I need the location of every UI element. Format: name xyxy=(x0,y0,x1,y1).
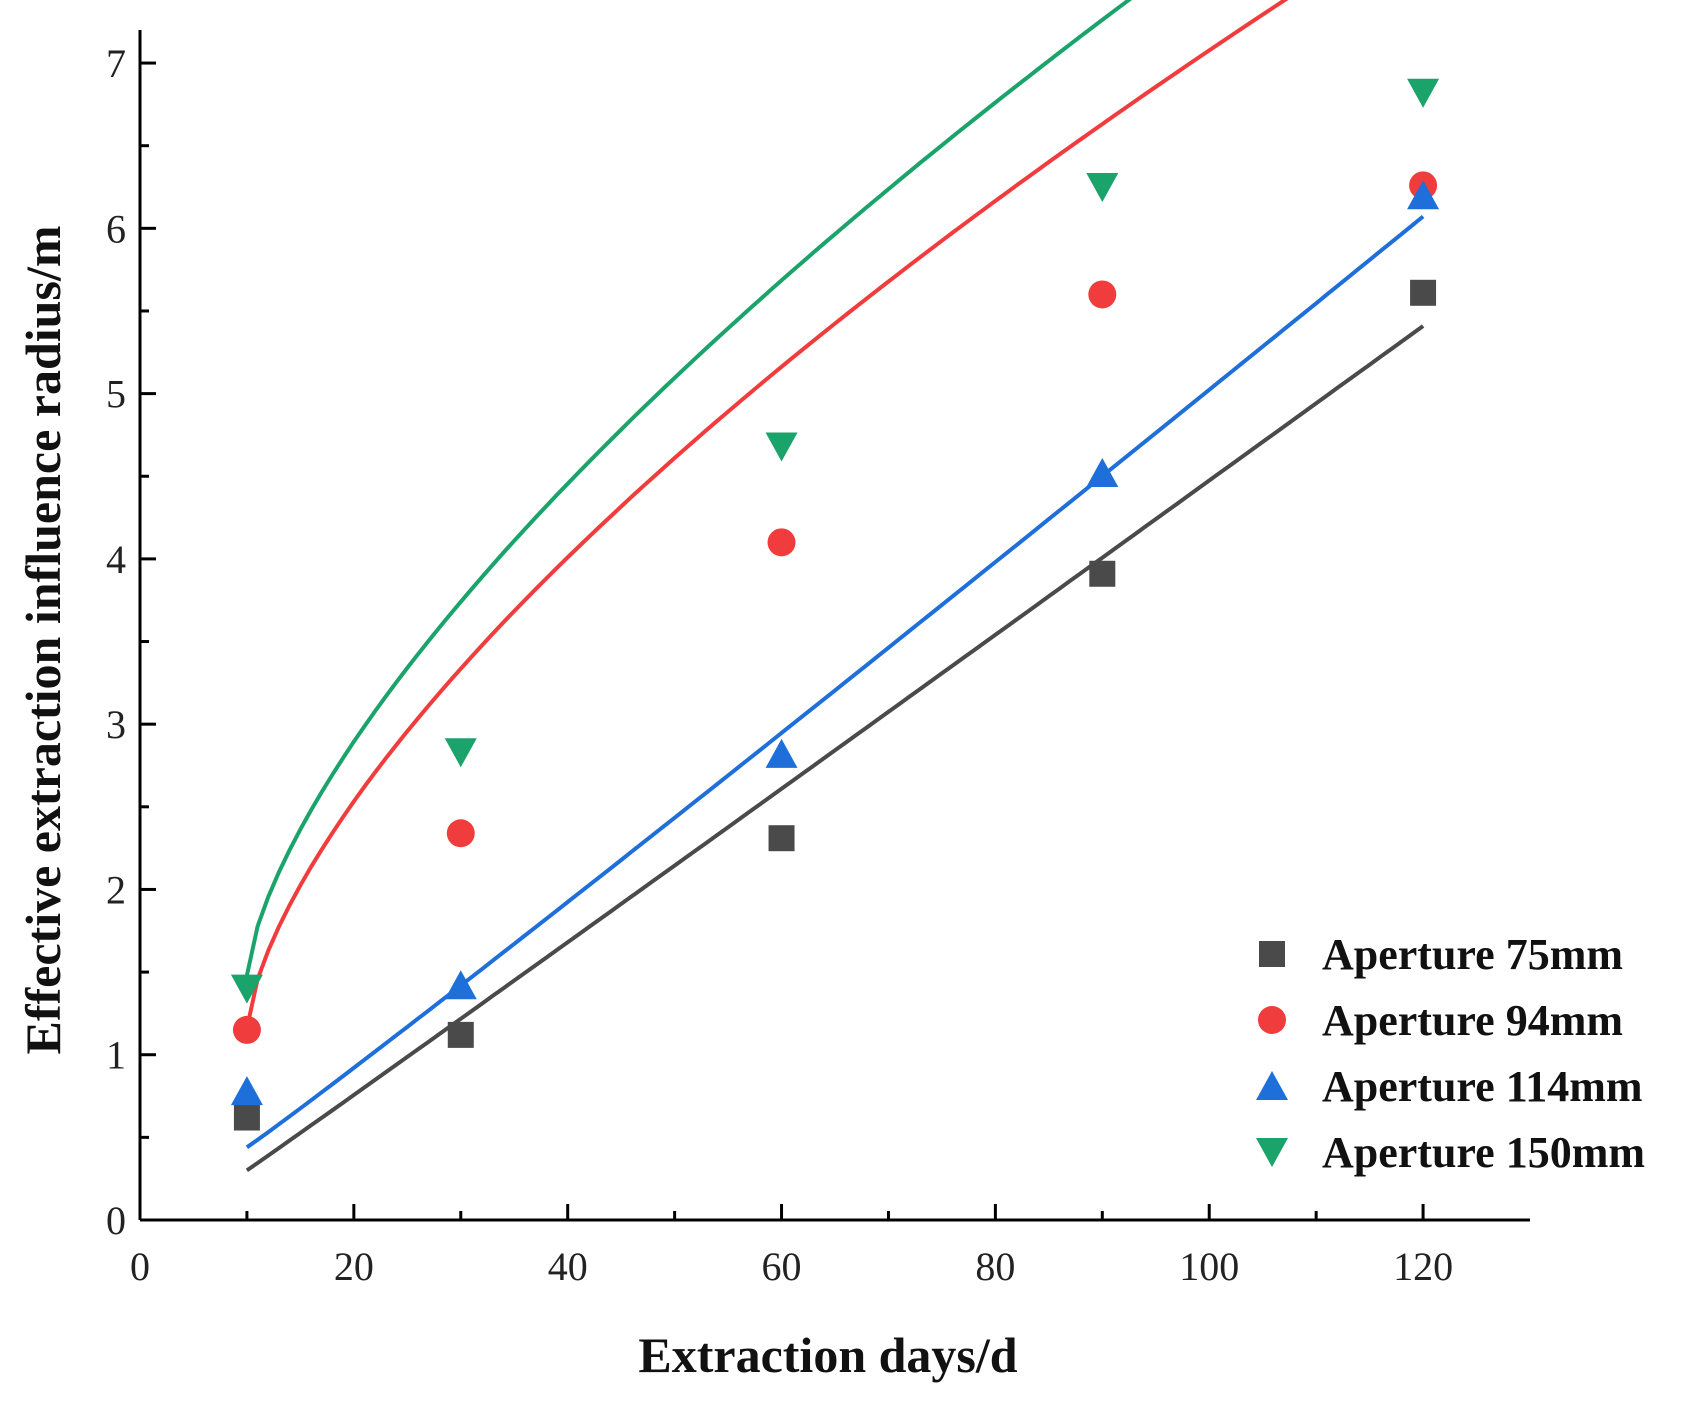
y-tick-label: 3 xyxy=(106,702,126,747)
y-tick-label: 2 xyxy=(106,867,126,912)
x-tick-label: 0 xyxy=(130,1244,150,1289)
legend-marker xyxy=(1256,1138,1288,1167)
legend-marker xyxy=(1256,1071,1288,1100)
x-tick-label: 120 xyxy=(1393,1244,1453,1289)
legend-label: Aperture 150mm xyxy=(1322,1128,1645,1177)
fit-line-series-3 xyxy=(245,214,1425,1149)
data-point-series-3 xyxy=(1086,457,1119,487)
data-point-series-1 xyxy=(447,1021,474,1048)
legend-label: Aperture 75mm xyxy=(1322,930,1623,979)
data-point-series-1 xyxy=(1089,560,1116,587)
data-point-series-4 xyxy=(444,738,477,768)
fit-line-series-1 xyxy=(245,324,1425,1173)
data-point-series-4 xyxy=(765,432,798,462)
ticks: 0 20 40 60 80 100 120 0 1 2 3 4 5 6 7 xyxy=(106,41,1453,1289)
legend-marker xyxy=(1258,1006,1286,1034)
y-tick-label: 4 xyxy=(106,537,126,582)
legend-marker xyxy=(1259,941,1285,967)
y-tick-label: 7 xyxy=(106,41,126,86)
x-tick-label: 20 xyxy=(334,1244,374,1289)
x-tick-label: 60 xyxy=(762,1244,802,1289)
data-point-series-4 xyxy=(1086,173,1119,203)
data-point-series-2 xyxy=(767,528,796,557)
x-tick-label: 100 xyxy=(1179,1244,1239,1289)
data-point-series-3 xyxy=(444,970,477,1000)
data-point-series-4 xyxy=(230,974,263,1004)
legend: Aperture 75mm Aperture 94mm Aperture 114mm… xyxy=(1256,930,1645,1177)
legend-label: Aperture 94mm xyxy=(1322,996,1623,1045)
y-axis-title: Effective extraction influence radius/m xyxy=(15,226,71,1055)
data-point-series-2 xyxy=(1088,280,1117,309)
y-tick-label: 5 xyxy=(106,372,126,417)
fit-lines xyxy=(244,0,1425,1173)
data-point-series-1 xyxy=(1410,279,1437,306)
y-tick-label: 0 xyxy=(106,1198,126,1243)
x-tick-label: 40 xyxy=(548,1244,588,1289)
data-point-series-4 xyxy=(1407,78,1440,108)
markers xyxy=(230,78,1440,1131)
data-point-series-3 xyxy=(230,1076,263,1106)
data-point-series-1 xyxy=(768,825,795,852)
y-tick-label: 1 xyxy=(106,1033,126,1078)
fit-line-series-4 xyxy=(244,0,1133,976)
fit-line-series-2 xyxy=(244,0,1289,1029)
data-point-series-1 xyxy=(233,1104,260,1131)
legend-label: Aperture 114mm xyxy=(1322,1062,1643,1111)
x-axis-title: Extraction days/d xyxy=(638,1327,1017,1383)
data-point-series-3 xyxy=(1407,180,1440,210)
data-point-series-2 xyxy=(446,819,475,848)
y-tick-label: 6 xyxy=(106,206,126,251)
data-point-series-3 xyxy=(765,738,798,768)
data-point-series-2 xyxy=(232,1015,261,1044)
x-tick-label: 80 xyxy=(975,1244,1015,1289)
